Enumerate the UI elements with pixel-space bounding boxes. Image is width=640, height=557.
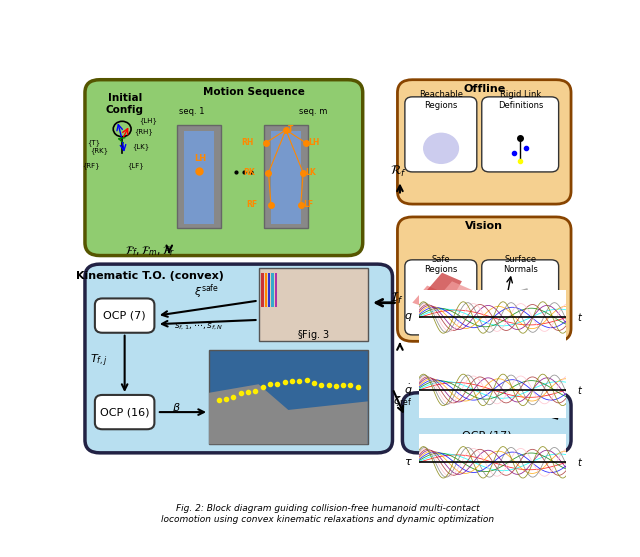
FancyBboxPatch shape (397, 80, 571, 204)
FancyBboxPatch shape (85, 264, 392, 453)
Bar (271, 273, 274, 307)
Text: $\xi^\mathrm{safe}$: $\xi^\mathrm{safe}$ (194, 283, 219, 301)
FancyBboxPatch shape (482, 260, 559, 335)
Text: {LH}: {LH} (140, 118, 157, 124)
Bar (177, 125, 221, 228)
Text: $\zeta_\mathrm{ref}$: $\zeta_\mathrm{ref}$ (394, 393, 413, 408)
Text: RH: RH (241, 138, 253, 147)
FancyBboxPatch shape (95, 395, 154, 429)
Text: Kinematic T.O. (convex): Kinematic T.O. (convex) (76, 271, 223, 281)
Text: seq. 1: seq. 1 (179, 107, 204, 116)
Text: $q$: $q$ (404, 311, 413, 324)
Bar (184, 131, 214, 224)
Text: LF: LF (303, 201, 314, 209)
Text: RK: RK (244, 168, 255, 177)
Text: {RH}: {RH} (134, 128, 154, 135)
FancyBboxPatch shape (405, 97, 477, 172)
FancyBboxPatch shape (95, 299, 154, 333)
Bar (275, 273, 277, 307)
Text: $\mathcal{I}_f$: $\mathcal{I}_f$ (390, 291, 403, 306)
Text: Motion Sequence: Motion Sequence (203, 87, 305, 97)
Text: {RK}: {RK} (90, 148, 108, 154)
Text: $\beta$: $\beta$ (172, 401, 180, 415)
Text: seq. m: seq. m (299, 107, 327, 116)
Text: OCP (16): OCP (16) (100, 407, 149, 417)
Text: LH: LH (194, 154, 206, 163)
Text: $\S$Fig. 3: $\S$Fig. 3 (297, 328, 330, 342)
Bar (264, 273, 267, 307)
Text: {RF}: {RF} (83, 163, 100, 169)
Bar (259, 268, 367, 341)
Text: Rigid Link
Definitions: Rigid Link Definitions (498, 90, 543, 110)
FancyBboxPatch shape (403, 393, 571, 453)
Text: OCP (17): OCP (17) (462, 431, 511, 441)
Polygon shape (428, 273, 462, 299)
Text: $\dot{q}$: $\dot{q}$ (404, 382, 413, 398)
Text: LH: LH (308, 138, 319, 147)
Text: $t$: $t$ (577, 456, 583, 468)
Text: Surface
Normals: Surface Normals (503, 255, 538, 274)
Text: $\mathcal{F}_f, \mathcal{F}_m, \mathcal{F}_r$: $\mathcal{F}_f, \mathcal{F}_m, \mathcal{… (125, 245, 175, 258)
Bar (209, 350, 368, 444)
Text: $t$: $t$ (577, 311, 583, 324)
Bar (264, 125, 308, 228)
Polygon shape (412, 286, 447, 311)
Text: $t$: $t$ (577, 384, 583, 396)
Text: Offline: Offline (463, 84, 506, 94)
FancyBboxPatch shape (85, 80, 363, 256)
Text: $\tau$: $\tau$ (404, 457, 413, 467)
FancyBboxPatch shape (397, 217, 571, 341)
Text: $\mathcal{R}_f$: $\mathcal{R}_f$ (390, 164, 407, 179)
Bar (261, 273, 264, 307)
Bar (271, 131, 301, 224)
FancyBboxPatch shape (405, 260, 477, 335)
Text: Reachable
Regions: Reachable Regions (419, 90, 463, 110)
Polygon shape (437, 281, 472, 307)
Text: $T_{f,j}$: $T_{f,j}$ (90, 353, 108, 369)
Text: LK: LK (306, 168, 316, 177)
Text: {LK}: {LK} (132, 143, 149, 150)
Text: Dynamic T.O. (NLP): Dynamic T.O. (NLP) (427, 395, 547, 405)
Text: OCP (7): OCP (7) (103, 311, 146, 321)
Bar (268, 273, 271, 307)
Text: Initial
Config: Initial Config (106, 94, 143, 115)
Circle shape (424, 133, 458, 163)
Text: Vision: Vision (465, 221, 503, 231)
Text: Safe
Regions: Safe Regions (424, 255, 458, 274)
Text: {LF}: {LF} (127, 163, 144, 169)
Text: Fig. 2: Block diagram guiding collision-free humanoid multi-contact
locomotion u: Fig. 2: Block diagram guiding collision-… (161, 504, 495, 524)
Text: {T}: {T} (88, 139, 100, 146)
Text: $s_{f,1}, \cdots, s_{f,N}$: $s_{f,1}, \cdots, s_{f,N}$ (174, 322, 223, 333)
FancyBboxPatch shape (482, 97, 559, 172)
Text: RF: RF (246, 201, 257, 209)
Polygon shape (209, 384, 367, 444)
Text: T: T (288, 125, 294, 134)
